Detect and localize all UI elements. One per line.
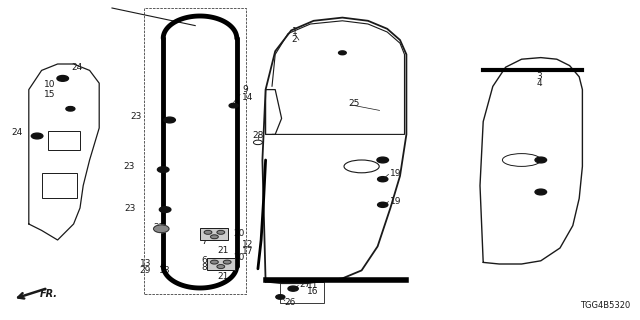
Text: 27: 27: [300, 280, 311, 289]
Circle shape: [339, 51, 346, 55]
Circle shape: [164, 117, 175, 123]
Circle shape: [217, 230, 225, 234]
Circle shape: [377, 157, 388, 163]
Circle shape: [217, 265, 225, 268]
Text: 20: 20: [234, 229, 245, 238]
Text: 8: 8: [202, 263, 207, 272]
Text: 26: 26: [285, 298, 296, 307]
Circle shape: [57, 76, 68, 81]
Text: 19: 19: [390, 169, 402, 178]
Text: 19: 19: [390, 197, 402, 206]
Text: 3: 3: [536, 72, 542, 81]
Circle shape: [211, 235, 218, 239]
Text: 21: 21: [218, 246, 229, 255]
Text: 17: 17: [242, 247, 253, 256]
Circle shape: [378, 202, 388, 207]
Text: 6: 6: [202, 256, 207, 265]
Text: 15: 15: [44, 90, 55, 99]
Text: 22: 22: [154, 223, 165, 232]
Circle shape: [157, 167, 169, 172]
Text: 7: 7: [202, 237, 207, 246]
Circle shape: [535, 157, 547, 163]
Text: 9: 9: [242, 85, 248, 94]
Text: 13: 13: [140, 259, 151, 268]
Bar: [42, 173, 77, 198]
Circle shape: [31, 133, 43, 139]
Text: 28: 28: [253, 132, 264, 140]
Circle shape: [378, 177, 388, 182]
Circle shape: [276, 295, 285, 299]
Circle shape: [154, 225, 169, 233]
Text: 18: 18: [159, 266, 170, 275]
Text: 10: 10: [44, 80, 55, 89]
Text: 5: 5: [202, 231, 207, 240]
Text: 1: 1: [292, 28, 298, 36]
Circle shape: [204, 230, 212, 234]
Circle shape: [211, 260, 218, 264]
Circle shape: [535, 189, 547, 195]
Text: 29: 29: [140, 266, 151, 275]
Circle shape: [66, 107, 75, 111]
Text: 4: 4: [536, 79, 542, 88]
Text: 23: 23: [124, 204, 136, 213]
Text: 11: 11: [307, 281, 319, 290]
Circle shape: [288, 286, 298, 291]
Text: 23: 23: [131, 112, 142, 121]
Text: TGG4B5320: TGG4B5320: [580, 301, 630, 310]
Text: FR.: FR.: [40, 289, 58, 299]
Circle shape: [223, 260, 231, 264]
Text: 12: 12: [242, 240, 253, 249]
Text: 24: 24: [12, 128, 23, 137]
Text: 16: 16: [307, 287, 319, 296]
FancyBboxPatch shape: [207, 258, 235, 270]
FancyBboxPatch shape: [200, 228, 228, 240]
Text: 25: 25: [349, 100, 360, 108]
Circle shape: [229, 103, 238, 108]
Text: 23: 23: [123, 162, 134, 171]
Text: 14: 14: [242, 93, 253, 102]
Text: 24: 24: [72, 63, 83, 72]
Text: 20: 20: [234, 253, 245, 262]
Circle shape: [159, 207, 171, 212]
Text: 21: 21: [218, 272, 229, 281]
Bar: [48, 131, 80, 150]
Text: 2: 2: [292, 36, 298, 44]
